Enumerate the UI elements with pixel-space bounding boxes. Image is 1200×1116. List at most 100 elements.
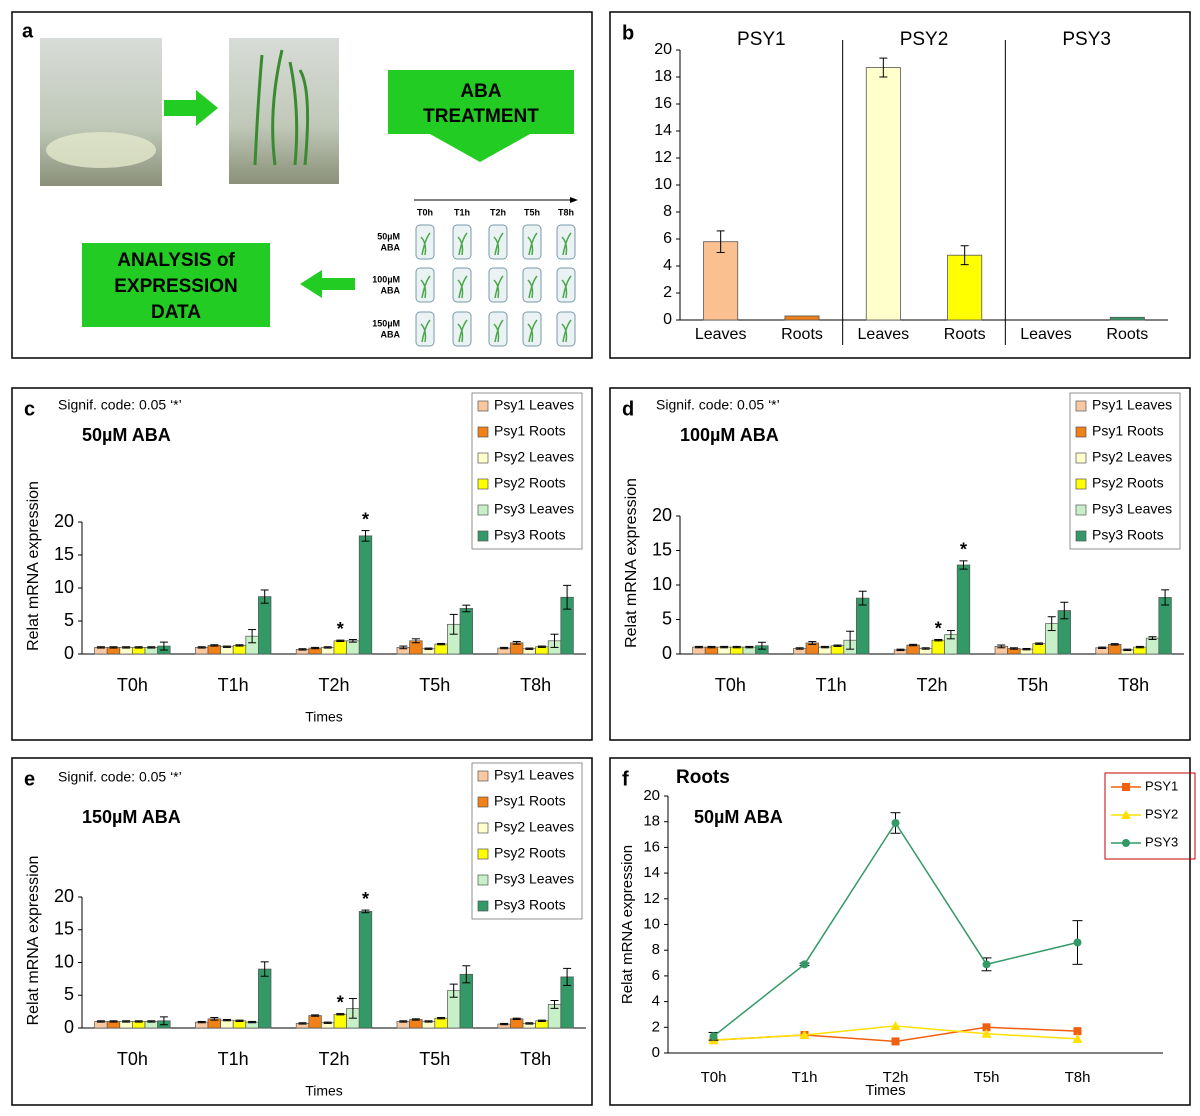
bar (1108, 643, 1122, 655)
bar (232, 645, 247, 655)
x-axis-label: Times (305, 1083, 343, 1099)
x-tick-label: T1h (816, 675, 847, 695)
seedling-icon (561, 319, 572, 343)
panel-label: b (622, 22, 634, 44)
legend-swatch (1075, 426, 1087, 438)
seedling-icon (493, 232, 504, 256)
seedling-icon (420, 275, 431, 299)
time-label: T1h (454, 207, 470, 217)
y-tick-label: 15 (54, 919, 74, 939)
seedling-icon (420, 319, 431, 343)
seedling-icon (527, 275, 538, 299)
panel-label: d (622, 398, 634, 420)
seedling-icon (457, 319, 468, 343)
bar (409, 1019, 423, 1029)
x-axis-label: Times (305, 709, 343, 725)
x-tick-label: T2h (883, 1069, 909, 1086)
panel-label: f (622, 768, 629, 790)
panel-label: c (24, 398, 35, 420)
box-text: TREATMENT (423, 106, 539, 127)
point (1073, 1027, 1082, 1036)
legend-label: Psy1 Leaves (494, 767, 574, 783)
y-tick-label: 10 (652, 574, 672, 594)
y-tick-label: 15 (652, 539, 672, 559)
seedling-icon (457, 275, 468, 299)
bar (784, 315, 820, 321)
y-tick-label: 20 (54, 511, 74, 531)
point (1073, 938, 1082, 947)
significance-label: * (935, 618, 942, 638)
y-tick-label: 18 (654, 68, 672, 85)
seedling-icon (527, 232, 538, 256)
legend-swatch (477, 900, 489, 912)
x-tick-label: T8h (520, 1049, 551, 1069)
bar (434, 1017, 448, 1029)
y-tick-label: 20 (654, 41, 672, 58)
bar (207, 645, 221, 655)
y-tick-label: 14 (643, 864, 660, 881)
y-tick-label: 6 (663, 230, 672, 247)
seedling-icon (527, 319, 538, 343)
y-tick-label: 0 (652, 1044, 660, 1061)
x-tick-label: Leaves (695, 326, 747, 343)
legend-swatch (477, 822, 489, 834)
point (982, 960, 991, 969)
y-axis-label: Relat mRNA expression (623, 478, 640, 648)
box-text: ANALYSIS of (117, 250, 235, 271)
chart-title: 50µM ABA (82, 425, 171, 445)
legend-swatch (477, 530, 489, 542)
legend-swatch (477, 426, 489, 438)
y-tick-label: 0 (663, 311, 672, 328)
x-tick-label: Roots (781, 326, 823, 343)
y-tick-label: 4 (652, 993, 660, 1010)
point (890, 1021, 901, 1031)
dose-label: ABA (381, 285, 401, 295)
x-tick-label: Leaves (1020, 326, 1072, 343)
x-tick-label: Roots (1106, 326, 1148, 343)
x-tick-label: T5h (974, 1069, 1000, 1086)
seedlings (253, 49, 310, 166)
bar (856, 597, 870, 655)
note: Signif. code: 0.05 ‘*’ (656, 397, 780, 413)
significance-label: * (337, 619, 344, 639)
bar (1158, 597, 1172, 655)
x-tick-label: T8h (520, 675, 551, 695)
time-label: T0h (417, 207, 433, 217)
arrow (164, 90, 218, 126)
y-tick-label: 20 (54, 886, 74, 906)
y-tick-label: 5 (662, 608, 672, 628)
x-tick-label: T8h (1118, 675, 1149, 695)
legend-label: Psy3 Roots (494, 897, 566, 913)
legend-marker (1122, 783, 1130, 791)
bar (1145, 637, 1160, 655)
x-tick-label: T1h (218, 675, 249, 695)
legend-box (1104, 772, 1196, 860)
panel-a: a ABA TREATMENT ANALYSIS of EXPRESSION D… (11, 11, 593, 359)
legend-label: Psy2 Roots (494, 845, 566, 861)
bar (931, 639, 945, 655)
bar (906, 644, 920, 655)
seedling-icon (493, 319, 504, 343)
bar (956, 564, 971, 655)
x-tick-label: T2h (318, 1049, 349, 1069)
legend-swatch (1075, 400, 1087, 412)
seedling-icon (420, 232, 431, 256)
legend-swatch (1075, 452, 1087, 464)
legend-swatch (1075, 478, 1087, 490)
legend-swatch (477, 400, 489, 412)
time-label: T8h (558, 207, 574, 217)
y-tick-label: 2 (663, 284, 672, 301)
chart-title: 150µM ABA (82, 807, 181, 827)
box-text: EXPRESSION (114, 276, 238, 297)
y-tick-label: 8 (652, 941, 660, 958)
y-tick-label: 0 (662, 643, 672, 663)
x-tick-label: T2h (916, 675, 947, 695)
legend-label: Psy1 Leaves (1092, 397, 1172, 413)
x-tick-label: T8h (1065, 1069, 1091, 1086)
x-tick-label: T5h (419, 675, 450, 695)
legend-swatch (1075, 504, 1087, 516)
seedling-icon (457, 232, 468, 256)
y-tick-label: 10 (654, 176, 672, 193)
